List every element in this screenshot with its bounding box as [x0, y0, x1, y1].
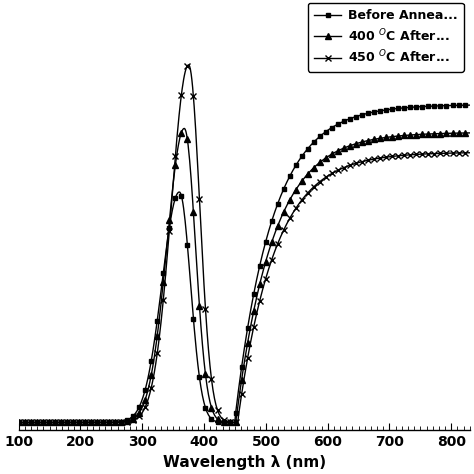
- Before Annea...: [282, 184, 287, 190]
- 450 $^O$C After...: [221, 417, 227, 423]
- Before Annea...: [467, 102, 473, 108]
- Before Annea...: [16, 419, 21, 425]
- Line: Before Annea...: Before Annea...: [16, 103, 472, 425]
- Line: 400 $^O$C After...: 400 $^O$C After...: [16, 126, 473, 425]
- 450 $^O$C After...: [356, 160, 362, 165]
- 450 $^O$C After...: [467, 150, 473, 155]
- 400 $^O$C After...: [182, 126, 187, 131]
- 450 $^O$C After...: [96, 419, 101, 425]
- 450 $^O$C After...: [16, 419, 21, 425]
- 450 $^O$C After...: [132, 417, 137, 422]
- Before Annea...: [356, 113, 361, 118]
- 400 $^O$C After...: [96, 419, 101, 425]
- 450 $^O$C After...: [283, 224, 288, 229]
- Before Annea...: [132, 411, 137, 417]
- 400 $^O$C After...: [283, 206, 288, 211]
- 450 $^O$C After...: [186, 62, 192, 68]
- 400 $^O$C After...: [132, 415, 137, 420]
- Before Annea...: [96, 419, 101, 425]
- Line: 450 $^O$C After...: 450 $^O$C After...: [16, 62, 473, 425]
- 400 $^O$C After...: [221, 419, 227, 425]
- 400 $^O$C After...: [318, 159, 324, 164]
- 400 $^O$C After...: [16, 419, 21, 425]
- 450 $^O$C After...: [318, 178, 324, 184]
- X-axis label: Wavelength λ (nm): Wavelength λ (nm): [163, 455, 326, 470]
- 400 $^O$C After...: [467, 130, 473, 136]
- Before Annea...: [317, 134, 323, 139]
- Before Annea...: [220, 419, 226, 425]
- 400 $^O$C After...: [356, 140, 362, 146]
- Legend: Before Annea..., 400 $^O$C After..., 450 $^O$C After...: Before Annea..., 400 $^O$C After..., 450…: [308, 3, 464, 72]
